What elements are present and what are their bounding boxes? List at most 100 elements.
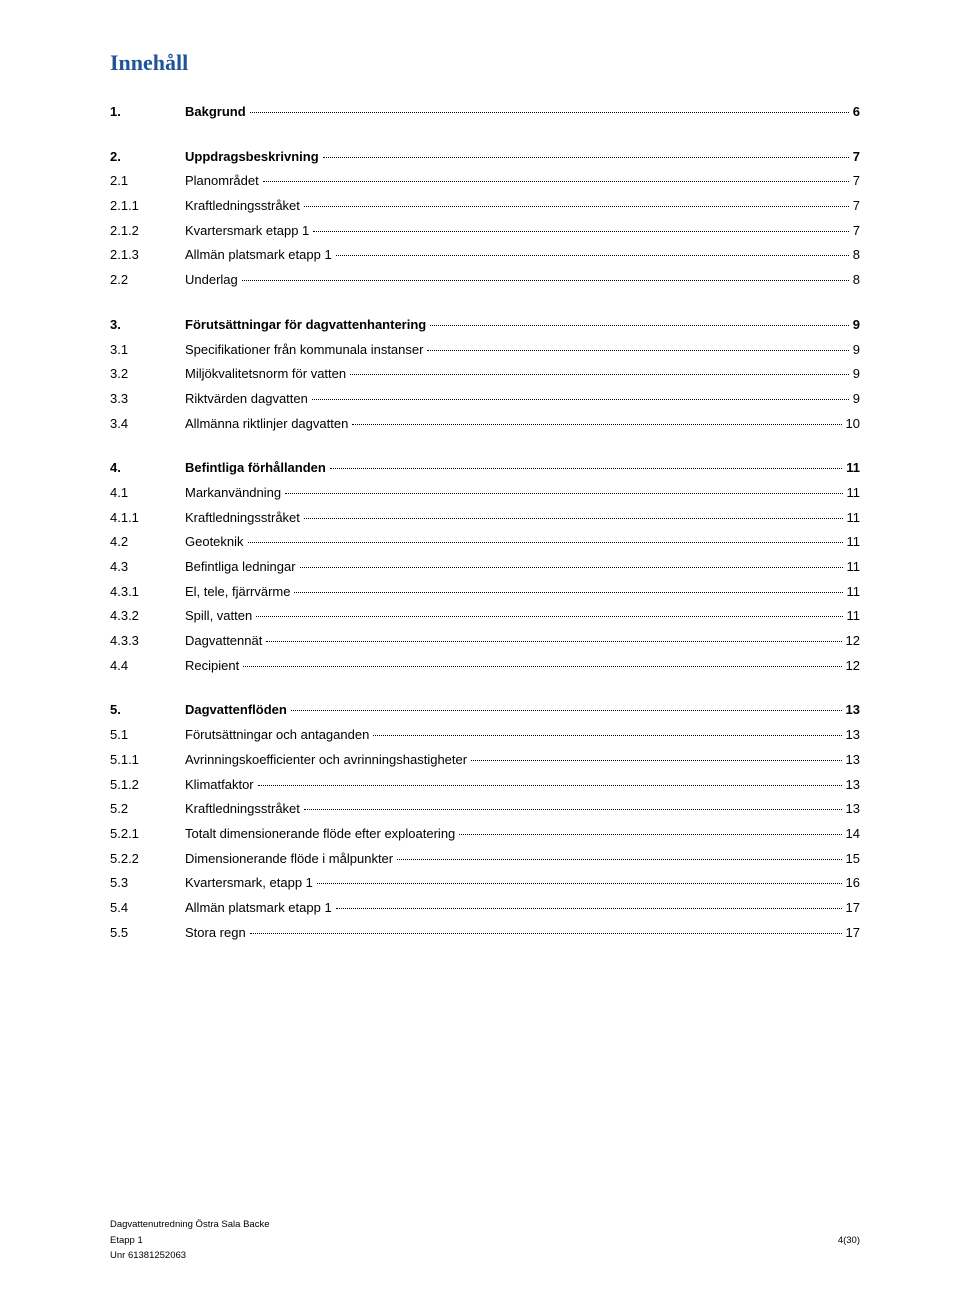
toc-section: 4.Befintliga förhållanden114.1Markanvänd… (110, 456, 860, 678)
toc-entry-label: Allmän platsmark etapp 1 (185, 243, 332, 268)
toc-row: 2.1.1Kraftledningsstråket7 (110, 194, 860, 219)
toc-entry-number: 3. (110, 313, 185, 338)
toc-leader-dots (266, 641, 841, 642)
toc-entry-number: 4.4 (110, 654, 185, 679)
toc-entry-number: 5. (110, 698, 185, 723)
toc-entry-label: Befintliga ledningar (185, 555, 296, 580)
toc-leader-dots (330, 468, 842, 469)
toc-entry-number: 4. (110, 456, 185, 481)
page-footer: Dagvattenutredning Östra Sala Backe Etap… (110, 1217, 860, 1264)
toc-entry-label: Kvartersmark, etapp 1 (185, 871, 313, 896)
toc-entry-number: 5.1.1 (110, 748, 185, 773)
toc-entry-number: 4.3.1 (110, 580, 185, 605)
toc-row: 2.1.3Allmän platsmark etapp 18 (110, 243, 860, 268)
toc-entry-label: El, tele, fjärrvärme (185, 580, 290, 605)
toc-row: 5.2.2Dimensionerande flöde i målpunkter1… (110, 847, 860, 872)
toc-entry-label: Kraftledningsstråket (185, 506, 300, 531)
toc-row: 2.1Planområdet7 (110, 169, 860, 194)
toc-row: 3.Förutsättningar för dagvattenhantering… (110, 313, 860, 338)
toc-entry-number: 5.2 (110, 797, 185, 822)
toc-entry-number: 4.1 (110, 481, 185, 506)
toc-entry-page: 9 (853, 313, 860, 338)
toc-entry-label: Allmän platsmark etapp 1 (185, 896, 332, 921)
toc-entry-label: Dagvattenflöden (185, 698, 287, 723)
toc-entry-page: 11 (846, 456, 860, 481)
toc-entry-page: 6 (853, 100, 860, 125)
footer-line-1: Dagvattenutredning Östra Sala Backe (110, 1217, 860, 1233)
toc-entry-page: 13 (846, 797, 860, 822)
toc-leader-dots (250, 933, 842, 934)
toc-entry-page: 11 (847, 604, 861, 629)
toc-entry-number: 2.2 (110, 268, 185, 293)
toc-leader-dots (430, 325, 849, 326)
toc-section: 2.Uppdragsbeskrivning72.1Planområdet72.1… (110, 145, 860, 293)
toc-row: 1.Bakgrund6 (110, 100, 860, 125)
toc-leader-dots (323, 157, 849, 158)
toc-leader-dots (352, 424, 841, 425)
toc-entry-page: 7 (853, 169, 860, 194)
toc-entry-number: 5.1.2 (110, 773, 185, 798)
toc-row: 4.3Befintliga ledningar 11 (110, 555, 860, 580)
toc-row: 3.3Riktvärden dagvatten9 (110, 387, 860, 412)
toc-entry-number: 3.1 (110, 338, 185, 363)
toc-row: 3.4Allmänna riktlinjer dagvatten10 (110, 412, 860, 437)
toc-leader-dots (471, 760, 841, 761)
toc-entry-page: 13 (846, 773, 860, 798)
toc-section: 3.Förutsättningar för dagvattenhantering… (110, 313, 860, 436)
toc-row: 2.1.2Kvartersmark etapp 17 (110, 219, 860, 244)
toc-leader-dots (336, 255, 849, 256)
footer-etapp: Etapp 1 (110, 1233, 143, 1249)
toc-leader-dots (304, 206, 849, 207)
toc-leader-dots (313, 231, 848, 232)
toc-leader-dots (312, 399, 849, 400)
toc-row: 4.Befintliga förhållanden11 (110, 456, 860, 481)
toc-entry-page: 14 (846, 822, 860, 847)
toc-leader-dots (459, 834, 841, 835)
toc-entry-number: 4.1.1 (110, 506, 185, 531)
toc-entry-number: 5.5 (110, 921, 185, 946)
toc-row: 5.1.2Klimatfaktor13 (110, 773, 860, 798)
toc-leader-dots (304, 809, 842, 810)
toc-leader-dots (294, 592, 842, 593)
toc-entry-page: 7 (853, 145, 860, 170)
toc-row: 5.4Allmän platsmark etapp 117 (110, 896, 860, 921)
toc-entry-label: Bakgrund (185, 100, 246, 125)
toc-entry-number: 4.3.3 (110, 629, 185, 654)
toc-leader-dots (397, 859, 841, 860)
toc-entry-label: Uppdragsbeskrivning (185, 145, 319, 170)
toc-entry-page: 13 (846, 698, 860, 723)
toc-entry-number: 3.2 (110, 362, 185, 387)
toc-entry-page: 7 (853, 194, 860, 219)
toc-entry-number: 2. (110, 145, 185, 170)
toc-entry-page: 13 (846, 748, 860, 773)
toc-title: Innehåll (110, 50, 860, 76)
toc-entry-label: Geoteknik (185, 530, 244, 555)
toc-leader-dots (256, 616, 842, 617)
toc-leader-dots (250, 112, 849, 113)
toc-entry-number: 4.3 (110, 555, 185, 580)
toc-leader-dots (336, 908, 842, 909)
toc-row: 4.4Recipient12 (110, 654, 860, 679)
toc-entry-label: Riktvärden dagvatten (185, 387, 308, 412)
toc-entry-number: 2.1.2 (110, 219, 185, 244)
toc-leader-dots (242, 280, 849, 281)
toc-entry-page: 11 (847, 506, 861, 531)
toc-entry-page: 12 (846, 629, 860, 654)
toc-row: 5.3Kvartersmark, etapp 116 (110, 871, 860, 896)
toc-entry-label: Miljökvalitetsnorm för vatten (185, 362, 346, 387)
toc-entry-page: 11 (847, 481, 861, 506)
toc-row: 5.1.1Avrinningskoefficienter och avrinni… (110, 748, 860, 773)
toc-entry-number: 5.3 (110, 871, 185, 896)
toc-entry-label: Dagvattennät (185, 629, 262, 654)
toc-leader-dots (350, 374, 849, 375)
toc-entry-page: 11 (847, 555, 861, 580)
toc-row: 5.5Stora regn17 (110, 921, 860, 946)
toc-row: 5.2.1Totalt dimensionerande flöde efter … (110, 822, 860, 847)
toc-entry-label: Planområdet (185, 169, 259, 194)
toc-row: 5.2Kraftledningsstråket13 (110, 797, 860, 822)
footer-line-3: Unr 61381252063 (110, 1248, 860, 1264)
toc-row: 4.2Geoteknik11 (110, 530, 860, 555)
toc-entry-page: 11 (847, 530, 861, 555)
toc-entry-number: 4.3.2 (110, 604, 185, 629)
toc-leader-dots (427, 350, 848, 351)
